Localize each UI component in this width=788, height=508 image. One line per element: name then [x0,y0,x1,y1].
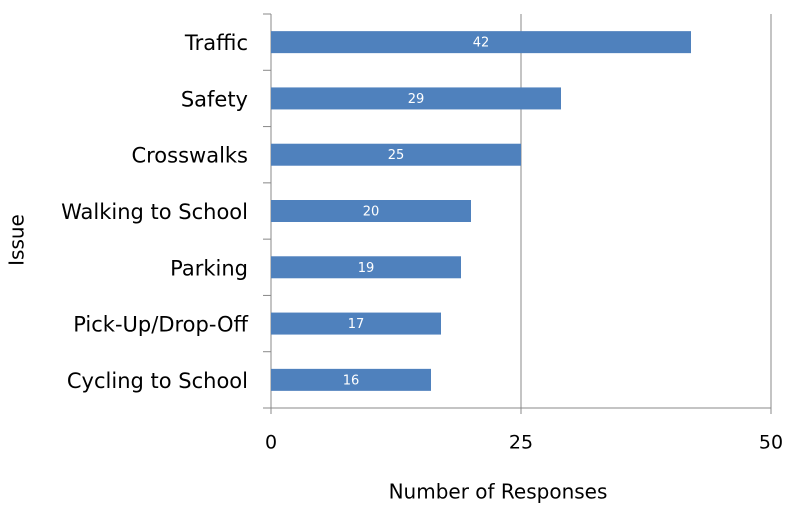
value-label: 29 [408,92,425,107]
y-tick-label: Cycling to School [67,369,248,393]
value-label: 20 [363,205,380,220]
bar [271,143,521,166]
value-label: 42 [473,36,490,51]
value-label: 17 [348,317,365,332]
value-label: 16 [343,373,360,388]
y-tick-label: Safety [181,87,248,111]
bar [271,31,691,54]
x-tick-label: 50 [759,432,783,454]
x-tick-label: 25 [509,432,533,454]
bar [271,200,471,222]
x-axis-title: Number of Responses [389,480,608,504]
bar [271,368,431,391]
value-label: 25 [388,148,405,163]
x-tick-label: 0 [265,432,277,454]
value-label: 19 [358,261,375,276]
y-tick-label: Traffic [184,31,248,55]
y-tick-label: Parking [170,256,248,280]
y-tick-label: Crosswalks [131,144,248,168]
y-axis-title: Issue [5,214,29,266]
bar [271,87,561,110]
y-tick-label: Pick-Up/Drop-Off [73,313,248,337]
y-tick-label: Walking to School [61,200,248,224]
bar [271,256,461,279]
bar [271,312,441,335]
